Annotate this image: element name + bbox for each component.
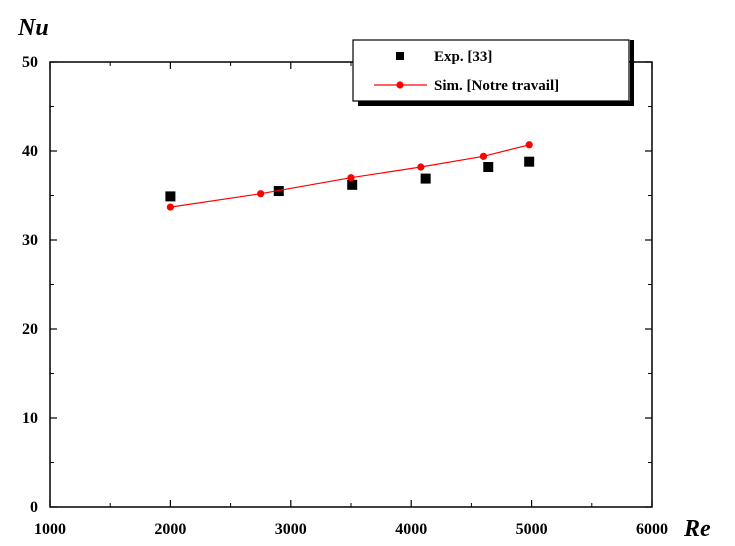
series-1: [166, 141, 533, 211]
x-axis-label: Re: [683, 516, 711, 542]
data-point-circle: [525, 141, 533, 149]
x-tick-label: 5000: [516, 521, 548, 538]
x-tick-label: 1000: [34, 521, 66, 538]
y-tick-label: 10: [22, 410, 38, 427]
y-tick-label: 50: [22, 54, 38, 71]
tick-labels: 1000 2000 3000 4000 5000 6000 0 10 20 30 40 50: [22, 54, 668, 538]
plot-frame: [49, 61, 653, 508]
y-tick-label: 30: [22, 232, 38, 249]
x-tick-label: 4000: [395, 521, 427, 538]
legend-shadow-bottom: [358, 101, 634, 106]
y-tick-label: 20: [22, 321, 38, 338]
data-point-circle: [257, 190, 265, 198]
x-tick-label: 6000: [636, 521, 668, 538]
data-point-square: [165, 191, 176, 202]
data-point-square: [420, 173, 431, 184]
legend: Exp. [33] Sim. [Notre travail]: [352, 39, 634, 106]
series-line: [170, 144, 530, 208]
data-point-circle: [347, 174, 355, 182]
data-point-circle: [166, 203, 174, 211]
x-tick-label: 2000: [154, 521, 186, 538]
legend-shadow-right: [630, 40, 634, 106]
data-point-circle: [479, 152, 488, 160]
legend-marker-sim: [396, 81, 404, 89]
y-tick-label: 0: [30, 499, 38, 516]
y-axis-label: Nu: [17, 15, 49, 41]
legend-label-sim: Sim. [Notre travail]: [434, 78, 559, 94]
legend-label-exp: Exp. [33]: [434, 49, 492, 65]
legend-box: [352, 39, 630, 102]
y-tick-label: 40: [22, 143, 38, 160]
data-point-square: [483, 162, 494, 173]
data-point-circle: [417, 163, 425, 171]
data-point-square: [524, 156, 535, 167]
data-point-square: [347, 179, 358, 190]
series-layer: [165, 141, 535, 211]
legend-marker-exp: [396, 52, 404, 60]
axis-ticks: [49, 61, 653, 508]
x-tick-label: 3000: [275, 521, 307, 538]
